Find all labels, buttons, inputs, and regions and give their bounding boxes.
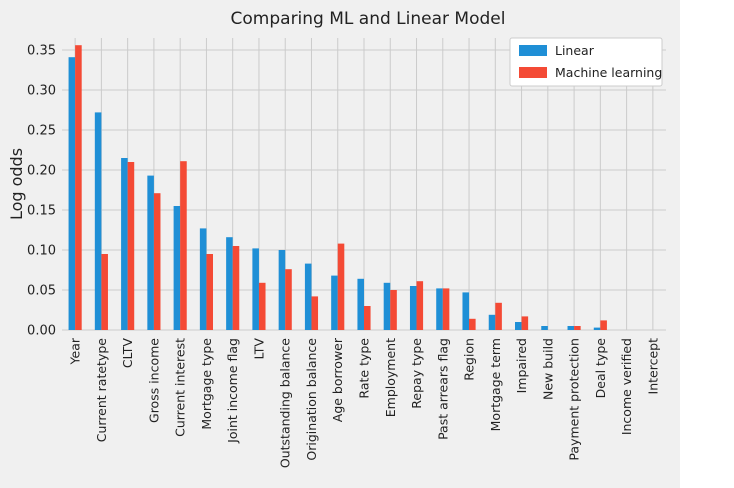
y-tick-label: 0.05 [27, 284, 56, 299]
bar-linear [304, 263, 312, 330]
x-tick-label: Region [462, 338, 477, 381]
bar-linear [199, 228, 207, 330]
bar-linear [436, 288, 443, 330]
bar-linear [541, 326, 548, 330]
bar-machine-learning [258, 282, 266, 330]
bar-machine-learning [364, 306, 371, 330]
bar-machine-learning [206, 254, 213, 330]
x-tick-label: Current interest [173, 338, 188, 437]
x-tick-label: Joint income flag [225, 338, 240, 444]
bar-machine-learning [127, 162, 135, 330]
bar-linear [488, 314, 496, 330]
chart-title: Comparing ML and Linear Model [231, 9, 506, 29]
bar-linear [357, 278, 364, 330]
y-tick-label: 0.30 [27, 84, 56, 99]
bar-machine-learning [153, 193, 161, 330]
x-tick-label: Intercept [645, 338, 660, 395]
bar-linear [383, 282, 391, 330]
bar-machine-learning [311, 296, 319, 330]
legend-swatch-machine-learning [519, 67, 547, 78]
x-tick-label: Outstanding balance [278, 338, 293, 468]
bar-linear [252, 248, 259, 330]
x-axis-ticks: Year Current ratetype CLTV Gross income Curr… [68, 337, 661, 468]
bar-linear [147, 175, 154, 330]
legend-label-linear: Linear [555, 43, 595, 58]
bar-linear [278, 250, 286, 330]
bar-machine-learning [416, 281, 424, 330]
x-tick-label: Rate type [357, 338, 372, 399]
bar-machine-learning [574, 326, 581, 330]
x-tick-label: Year [68, 337, 83, 365]
legend-swatch-linear [519, 45, 547, 56]
legend-label-machine-learning: Machine learning [555, 65, 662, 80]
bar-linear [593, 327, 601, 330]
bar-linear [121, 158, 128, 330]
x-tick-label: Employment [383, 338, 398, 417]
bar-machine-learning [337, 243, 345, 330]
x-tick-label: Current ratetype [94, 338, 109, 443]
x-tick-label: Origination balance [304, 338, 319, 461]
x-tick-label: Past arrears flag [435, 338, 450, 440]
bar-machine-learning [521, 316, 529, 330]
bar-linear [567, 326, 575, 330]
legend: Linear Machine learning [509, 37, 663, 87]
bars [68, 45, 607, 331]
x-tick-label: LTV [251, 338, 266, 360]
y-tick-label: 0.25 [27, 124, 56, 139]
bar-linear [226, 237, 233, 330]
y-tick-label: 0.35 [27, 44, 56, 59]
x-tick-label: Income verified [619, 338, 634, 435]
x-tick-label: Mortgage type [199, 338, 214, 430]
x-tick-label: Mortgage term [488, 338, 503, 431]
bar-machine-learning [390, 290, 397, 330]
x-tick-label: Payment protection [567, 338, 582, 461]
bar-linear [68, 57, 76, 330]
legend-box [509, 37, 663, 87]
bar-machine-learning [469, 318, 476, 330]
bar-machine-learning [495, 302, 502, 330]
x-tick-label: Gross income [146, 338, 161, 423]
bar-machine-learning [180, 161, 187, 330]
bar-machine-learning [75, 45, 82, 330]
x-tick-label: Deal type [593, 338, 608, 399]
x-tick-label: CLTV [120, 338, 135, 369]
bar-linear [462, 292, 470, 330]
bar-linear [409, 286, 417, 330]
x-tick-label: New build [540, 338, 555, 400]
bar-machine-learning [442, 288, 450, 330]
y-tick-label: 0.20 [27, 164, 56, 179]
bar-linear [94, 112, 102, 331]
y-axis-ticks: 0.00 0.05 0.10 0.15 0.20 0.25 0.30 0.35 [27, 44, 56, 339]
y-tick-label: 0.15 [27, 204, 56, 219]
y-tick-label: 0.10 [27, 244, 56, 259]
bar-machine-learning [285, 269, 292, 330]
x-tick-label: Age borrower [330, 337, 345, 422]
y-axis-label: Log odds [7, 148, 26, 220]
x-tick-label: Impaired [514, 338, 529, 393]
x-tick-label: Repay type [409, 338, 424, 409]
bar-machine-learning [101, 254, 108, 330]
bar-machine-learning [232, 246, 240, 330]
y-tick-label: 0.00 [27, 324, 56, 339]
bar-linear [515, 322, 522, 330]
bar-machine-learning [600, 320, 607, 330]
bar-linear [173, 206, 181, 330]
bar-linear [331, 275, 338, 330]
